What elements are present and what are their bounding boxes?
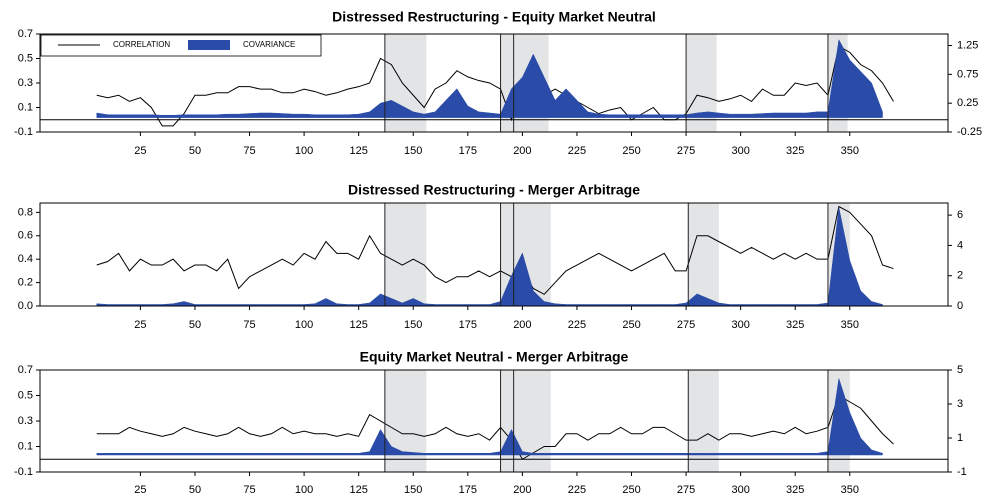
x-tick-label: 25 [134, 484, 146, 496]
legend-box [40, 34, 322, 57]
x-tick-label: 225 [568, 484, 586, 496]
x-tick-label: 75 [243, 145, 255, 157]
correlation-line [96, 394, 894, 460]
correlation-line [96, 45, 894, 127]
y-tick-label: -0.1 [14, 466, 33, 478]
covariance-area [96, 378, 883, 456]
x-tick-label: 25 [134, 319, 146, 331]
x-tick-label: 100 [295, 484, 313, 496]
shaded-region [688, 370, 719, 472]
chart-title: Distressed Restructuring - Merger Arbitr… [348, 182, 640, 198]
y2-tick-label: 1 [957, 432, 963, 444]
x-tick-label: 325 [786, 484, 804, 496]
x-tick-label: 100 [295, 319, 313, 331]
x-tick-label: 325 [786, 319, 804, 331]
y2-tick-label: 1.25 [957, 39, 978, 51]
x-tick-label: 200 [513, 145, 531, 157]
x-tick-label: 150 [404, 145, 422, 157]
x-tick-label: 250 [622, 319, 640, 331]
y2-tick-label: 0.75 [957, 68, 978, 80]
x-tick-label: 50 [189, 145, 201, 157]
x-tick-label: 150 [404, 319, 422, 331]
x-tick-label: 300 [731, 145, 749, 157]
y-tick-label: 0.5 [18, 389, 33, 401]
x-tick-label: 125 [349, 484, 367, 496]
y2-tick-label: -0.25 [957, 126, 982, 138]
y2-tick-label: 0 [957, 300, 963, 312]
covariance-area [96, 38, 883, 118]
x-tick-label: 225 [568, 145, 586, 157]
plot-frame [39, 202, 949, 307]
y-tick-label: -0.1 [14, 126, 33, 138]
x-tick-label: 250 [622, 484, 640, 496]
x-tick-label: 325 [786, 145, 804, 157]
chart-title: Distressed Restructuring - Equity Market… [332, 9, 656, 25]
y-tick-label: 0.3 [18, 415, 33, 427]
x-tick-label: 275 [677, 484, 695, 496]
covariance-area [96, 207, 883, 307]
x-tick-label: 175 [459, 145, 477, 157]
y-tick-label: 0.3 [18, 77, 33, 89]
x-tick-label: 225 [568, 319, 586, 331]
y-tick-label: 0.6 [18, 230, 33, 242]
y2-tick-label: -1 [957, 466, 967, 478]
x-tick-label: 125 [349, 145, 367, 157]
x-tick-label: 300 [731, 484, 749, 496]
x-tick-label: 50 [189, 319, 201, 331]
legend-swatch [188, 40, 230, 50]
y-tick-label: 0.0 [18, 300, 33, 312]
x-tick-label: 25 [134, 145, 146, 157]
chart-title: Equity Market Neutral - Merger Arbitrage [360, 349, 629, 365]
y-tick-label: 0.1 [18, 101, 33, 113]
y-tick-label: 0.4 [18, 253, 33, 265]
y-tick-label: 0.1 [18, 440, 33, 452]
x-tick-label: 275 [677, 145, 695, 157]
y2-tick-label: 3 [957, 398, 963, 410]
x-tick-label: 200 [513, 484, 531, 496]
y-tick-label: 0.7 [18, 364, 33, 376]
x-tick-label: 275 [677, 319, 695, 331]
y2-tick-label: 6 [957, 209, 963, 221]
y2-tick-label: 5 [957, 364, 963, 376]
legend-label: COVARIANCE [243, 40, 295, 49]
shaded-region [500, 370, 551, 472]
y2-tick-label: 4 [957, 239, 963, 251]
x-tick-label: 175 [459, 484, 477, 496]
x-tick-label: 250 [622, 145, 640, 157]
x-tick-label: 50 [189, 484, 201, 496]
legend-label: CORRELATION [113, 40, 170, 49]
x-tick-label: 75 [243, 319, 255, 331]
x-tick-label: 150 [404, 484, 422, 496]
y2-tick-label: 0.25 [957, 97, 978, 109]
x-tick-label: 100 [295, 145, 313, 157]
y-tick-label: 0.2 [18, 276, 33, 288]
y2-tick-label: 2 [957, 270, 963, 282]
x-tick-label: 300 [731, 319, 749, 331]
x-tick-label: 125 [349, 319, 367, 331]
x-tick-label: 350 [841, 484, 859, 496]
y-tick-label: 0.7 [18, 28, 33, 40]
shaded-region [384, 370, 427, 472]
x-tick-label: 350 [841, 145, 859, 157]
x-tick-label: 350 [841, 319, 859, 331]
plot-frame [39, 369, 949, 473]
y-tick-label: 0.8 [18, 206, 33, 218]
x-tick-label: 175 [459, 319, 477, 331]
shaded-region [688, 203, 719, 306]
y-tick-label: 0.5 [18, 52, 33, 64]
correlation-line [96, 205, 894, 295]
x-tick-label: 75 [243, 484, 255, 496]
x-tick-label: 200 [513, 319, 531, 331]
shaded-region [384, 203, 427, 306]
